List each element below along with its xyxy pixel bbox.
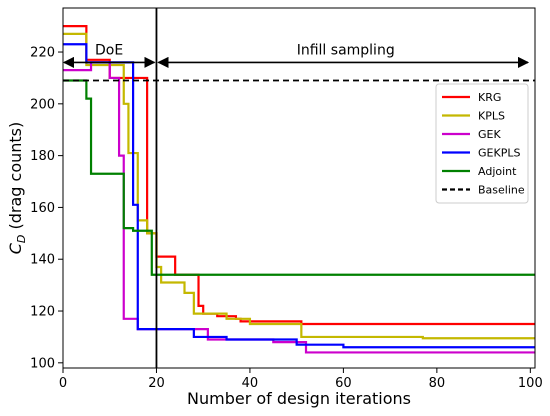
x-tick-label: 60	[335, 376, 352, 391]
doe-annotation: DoE	[95, 42, 123, 58]
legend-label-gek: GEK	[478, 128, 501, 141]
legend-label-krg: KRG	[478, 91, 501, 104]
x-tick-label: 20	[148, 376, 165, 391]
y-axis-label-main: C	[6, 242, 25, 254]
legend-label-adjoint: Adjoint	[478, 165, 517, 178]
series-line-adjoint	[63, 79, 535, 276]
legend-label-kpls: KPLS	[478, 110, 505, 123]
y-tick-label: 120	[30, 305, 55, 320]
x-tick-label: 100	[518, 376, 543, 391]
legend-box	[435, 83, 529, 204]
plot-frame	[62, 7, 536, 369]
tick-marks	[58, 51, 531, 373]
y-axis-label-sub: D	[15, 235, 28, 243]
x-tick-label: 80	[429, 376, 446, 391]
legend: KRG KPLS GEK GEKPLS Adjoint Baseline	[435, 83, 529, 204]
infill-annotation: Infill sampling	[297, 42, 395, 58]
x-tick-label: 40	[242, 376, 259, 391]
y-tick-label: 140	[30, 253, 55, 268]
y-axis-label-rest: (drag counts)	[6, 122, 25, 235]
y-tick-label: 160	[30, 201, 55, 216]
overlay	[62, 8, 535, 368]
y-axis-label: CD (drag counts)	[6, 122, 28, 254]
legend-label-baseline: Baseline	[478, 184, 525, 197]
annotations: DoE Infill sampling	[95, 42, 395, 58]
x-axis-label: Number of design iterations	[187, 389, 411, 408]
y-tick-label: 180	[30, 149, 55, 164]
x-tick-label: 0	[59, 376, 67, 391]
y-tick-label: 220	[30, 46, 55, 61]
y-tick-label: 100	[30, 356, 55, 371]
y-tick-label: 200	[30, 97, 55, 112]
legend-label-gekpls: GEKPLS	[478, 147, 520, 160]
tick-labels: 0 20 40 60 80 100 100 120 140 160 180 200 220	[30, 46, 543, 391]
